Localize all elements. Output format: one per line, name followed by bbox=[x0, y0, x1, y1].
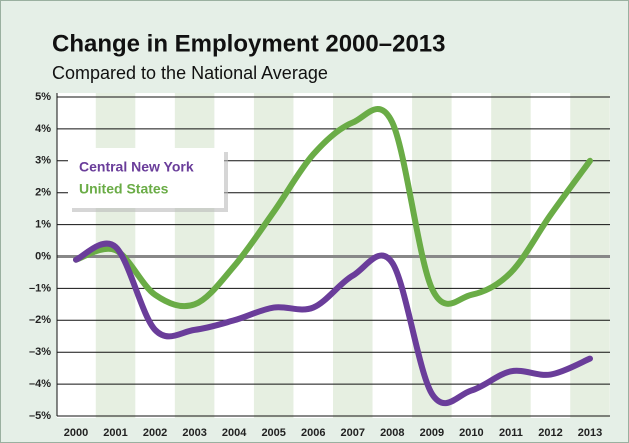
y-tick-label: –4% bbox=[29, 378, 51, 390]
x-tick-label: 2000 bbox=[64, 427, 88, 439]
y-tick-label: 5% bbox=[35, 91, 51, 103]
line bbox=[73, 106, 593, 310]
y-tick-label: 0% bbox=[35, 250, 51, 262]
x-tick-label: 2009 bbox=[420, 427, 444, 439]
x-tick-label: 2001 bbox=[103, 427, 127, 439]
legend: Central New York United States bbox=[68, 148, 228, 212]
legend-box bbox=[68, 148, 224, 208]
line bbox=[73, 240, 593, 406]
x-tick-label: 2013 bbox=[578, 427, 602, 439]
y-tick-label: –1% bbox=[29, 282, 51, 294]
y-tick-label: 2% bbox=[35, 187, 51, 199]
x-tick-label: 2004 bbox=[222, 427, 247, 439]
x-tick-label: 2002 bbox=[143, 427, 167, 439]
x-tick-label: 2012 bbox=[538, 427, 562, 439]
y-tick-label: 3% bbox=[35, 155, 51, 167]
y-tick-label: 1% bbox=[35, 219, 51, 231]
x-tick-label: 2006 bbox=[301, 427, 325, 439]
chart-title: Change in Employment 2000–2013 bbox=[52, 30, 446, 57]
legend-label: Central New York bbox=[79, 159, 194, 175]
chart-subtitle: Compared to the National Average bbox=[52, 63, 328, 83]
y-tick-label: –5% bbox=[29, 410, 51, 422]
x-tick-label: 2003 bbox=[182, 427, 206, 439]
y-tick-label: –2% bbox=[29, 314, 51, 326]
x-tick-label: 2007 bbox=[341, 427, 365, 439]
x-tick-label: 2008 bbox=[380, 427, 404, 439]
y-tick-label: –3% bbox=[29, 346, 51, 358]
x-tick-label: 2010 bbox=[459, 427, 483, 439]
y-tick-label: 4% bbox=[35, 123, 51, 135]
x-tick-label: 2011 bbox=[499, 427, 523, 439]
legend-label: United States bbox=[79, 181, 169, 197]
x-tick-label: 2005 bbox=[261, 427, 285, 439]
